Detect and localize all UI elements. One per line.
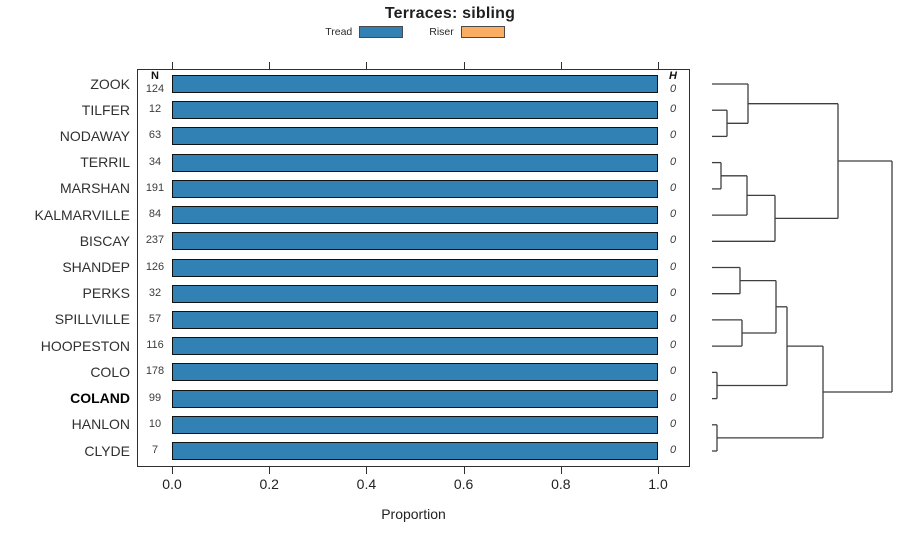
chart-title: Terraces: sibling xyxy=(384,5,516,22)
x-axis-tick xyxy=(658,467,659,474)
tread-bar xyxy=(172,75,658,93)
x-axis-tick-label: 1.0 xyxy=(648,476,668,492)
row-label: TILFER xyxy=(81,101,130,118)
h-value: 0 xyxy=(669,312,677,325)
row-label: HOOPESTON xyxy=(40,337,130,354)
n-value: 32 xyxy=(148,286,162,299)
h-value: 0 xyxy=(669,391,677,404)
n-value: 63 xyxy=(148,129,162,142)
n-value: 34 xyxy=(148,155,162,168)
h-value: 0 xyxy=(669,260,677,273)
x-axis-tick xyxy=(172,62,173,69)
row-label: CLYDE xyxy=(84,442,130,459)
h-value: 0 xyxy=(669,365,677,378)
row-label: MARSHAN xyxy=(59,180,130,197)
legend-label-tread: Tread xyxy=(325,26,353,38)
tread-bar xyxy=(172,258,658,277)
x-axis-tick-label: 0.0 xyxy=(162,476,182,492)
n-value: 116 xyxy=(146,339,164,352)
n-value: 84 xyxy=(148,208,162,221)
x-axis-tick-label: 0.6 xyxy=(453,476,474,492)
h-column-header: H xyxy=(669,70,677,82)
h-value: 0 xyxy=(669,208,677,221)
legend-item-tread: Tread xyxy=(325,26,404,38)
x-axis-tick-label: 0.8 xyxy=(551,476,571,492)
x-axis-tick xyxy=(269,62,271,69)
h-value: 0 xyxy=(669,129,677,142)
tread-bar xyxy=(172,415,658,434)
h-value: 0 xyxy=(669,339,677,352)
n-value: 10 xyxy=(148,417,162,430)
tread-bar xyxy=(172,442,658,460)
plot-box xyxy=(137,69,690,467)
tread-bar xyxy=(172,310,658,329)
legend-swatch-tread xyxy=(359,26,404,38)
x-axis-tick xyxy=(658,62,659,69)
tread-bar xyxy=(172,284,658,303)
n-value: 237 xyxy=(145,234,165,247)
row-label: ZOOK xyxy=(90,75,130,92)
n-value: 99 xyxy=(148,391,162,404)
x-axis-tick xyxy=(463,62,465,69)
x-axis-tick xyxy=(560,467,562,474)
row-label: COLO xyxy=(90,363,130,380)
row-label: HANLON xyxy=(71,416,130,433)
x-axis-tick xyxy=(269,467,271,474)
row-label: SPILLVILLE xyxy=(54,311,130,328)
tread-bar xyxy=(172,389,658,408)
n-value: 178 xyxy=(145,365,165,378)
h-value: 0 xyxy=(669,181,677,194)
legend-swatch-riser xyxy=(460,26,505,38)
x-axis-tick-label: 0.4 xyxy=(356,476,377,492)
row-label: TERRIL xyxy=(80,154,130,171)
n-value: 191 xyxy=(145,181,165,194)
tread-bar xyxy=(172,101,658,120)
row-label: PERKS xyxy=(82,285,130,302)
tread-bar xyxy=(172,179,658,198)
chart-legend: Tread Riser xyxy=(0,26,865,38)
x-axis-tick xyxy=(172,467,173,474)
h-value: 0 xyxy=(669,83,677,95)
row-label: SHANDEP xyxy=(62,259,130,275)
row-label: COLAND xyxy=(70,390,130,407)
tread-bar xyxy=(172,153,658,172)
n-value: 57 xyxy=(148,312,162,325)
legend-item-riser: Riser xyxy=(429,26,505,38)
n-column-header: N xyxy=(151,70,159,82)
n-value: 124 xyxy=(145,83,165,95)
n-value: 126 xyxy=(145,260,165,273)
n-value: 7 xyxy=(151,444,159,456)
h-value: 0 xyxy=(669,286,677,299)
row-label: KALMARVILLE xyxy=(34,206,130,223)
x-axis-tick xyxy=(463,467,465,474)
h-value: 0 xyxy=(669,155,677,168)
x-axis-tick xyxy=(366,62,368,69)
x-axis-title: Proportion xyxy=(381,506,446,522)
tread-bar xyxy=(172,206,658,225)
tread-bar xyxy=(172,363,658,382)
x-axis-tick xyxy=(560,62,562,69)
x-axis-tick xyxy=(366,467,368,474)
tread-bar xyxy=(172,232,658,251)
h-value: 0 xyxy=(669,234,677,247)
x-axis-tick-label: 0.2 xyxy=(259,476,279,492)
h-value: 0 xyxy=(669,417,677,430)
row-label: NODAWAY xyxy=(59,127,130,144)
row-label: BISCAY xyxy=(79,232,130,249)
legend-label-riser: Riser xyxy=(429,26,454,38)
n-value: 12 xyxy=(148,103,162,116)
tread-bar xyxy=(172,337,658,356)
h-value: 0 xyxy=(669,444,677,456)
h-value: 0 xyxy=(669,103,677,116)
tread-bar xyxy=(172,127,658,146)
